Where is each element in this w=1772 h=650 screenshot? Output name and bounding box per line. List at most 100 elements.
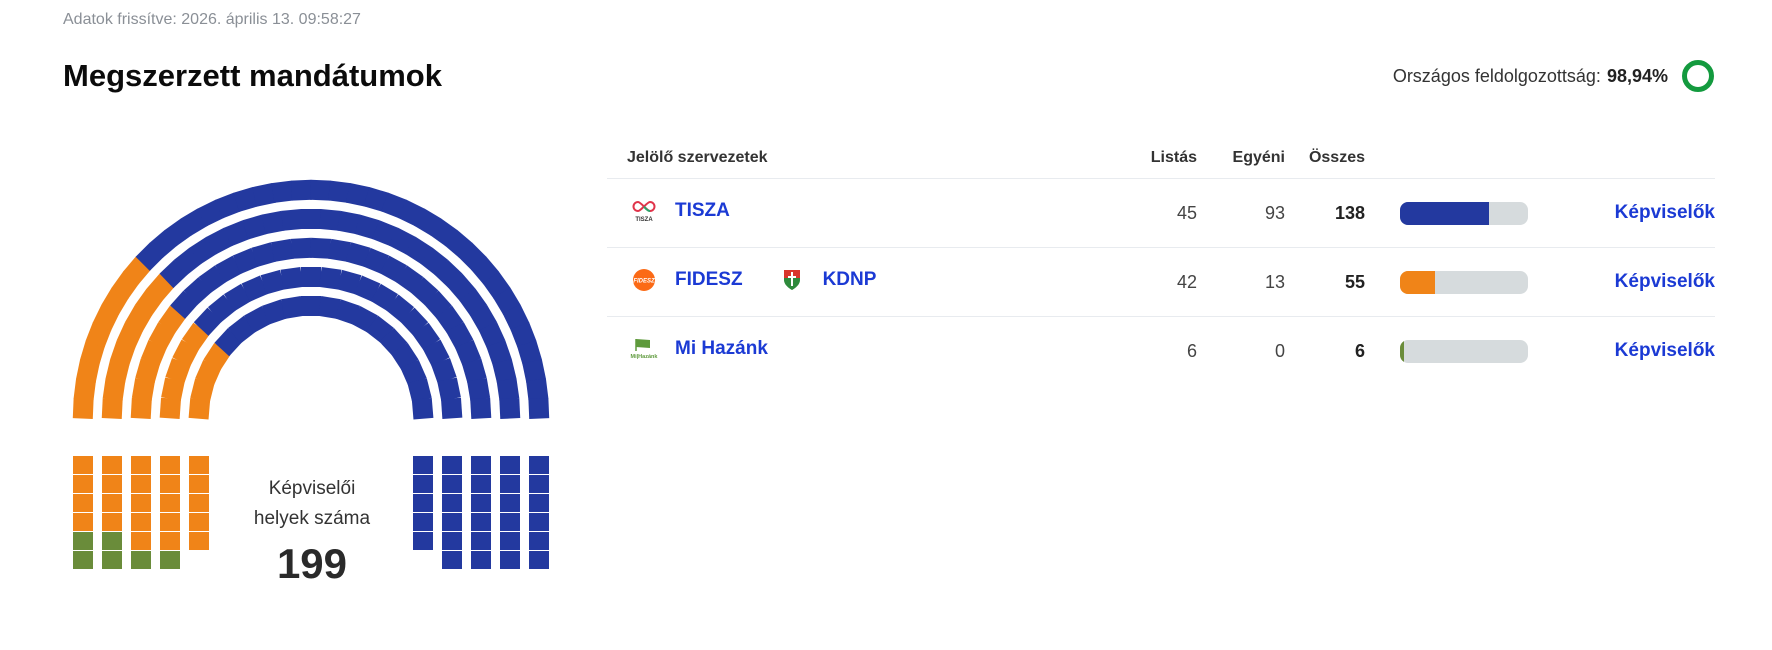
progress-ring-icon bbox=[1682, 60, 1714, 92]
seat bbox=[301, 209, 321, 229]
seat bbox=[500, 494, 520, 512]
seat bbox=[271, 180, 294, 203]
seat bbox=[159, 397, 181, 420]
seat bbox=[131, 475, 151, 493]
mi-hazank-logo-icon: Mi|Hazánk bbox=[627, 336, 661, 362]
col-org: Jelölő szervezetek bbox=[607, 138, 1097, 179]
share-bar-fill bbox=[1400, 201, 1489, 225]
seat bbox=[232, 247, 260, 275]
seat bbox=[442, 494, 462, 512]
col-bar bbox=[1365, 138, 1535, 179]
party-link[interactable]: FIDESZ FIDESZ bbox=[627, 267, 743, 293]
seat bbox=[291, 179, 312, 201]
seat bbox=[102, 551, 122, 569]
seat bbox=[224, 220, 251, 247]
seat bbox=[131, 513, 151, 531]
seat bbox=[131, 456, 151, 474]
party-link[interactable]: TISZA TISZA bbox=[627, 198, 730, 224]
seat bbox=[345, 242, 371, 268]
list-seats: 42 bbox=[1097, 247, 1197, 317]
seat bbox=[422, 339, 450, 367]
party-link[interactable]: Mi|Hazánk Mi Hazánk bbox=[627, 336, 768, 362]
seat bbox=[407, 378, 432, 403]
col-total: Összes bbox=[1285, 138, 1365, 179]
seat bbox=[441, 397, 463, 420]
total-seats: 199 bbox=[276, 540, 348, 587]
seat bbox=[336, 210, 361, 235]
seat bbox=[442, 513, 462, 531]
share-bar-fill bbox=[1400, 339, 1404, 363]
total-seats-cell: 55 bbox=[1285, 247, 1365, 317]
seat bbox=[102, 378, 126, 402]
svg-text:Mi|Hazánk: Mi|Hazánk bbox=[631, 354, 659, 360]
party-cell: TISZA TISZA bbox=[607, 178, 1097, 248]
col-link bbox=[1535, 138, 1715, 179]
seat bbox=[188, 397, 211, 420]
fidesz-logo-icon: FIDESZ bbox=[627, 267, 661, 293]
seat bbox=[80, 340, 105, 366]
seat bbox=[102, 494, 122, 512]
party-name: FIDESZ bbox=[675, 269, 743, 290]
party-link[interactable]: KDNP bbox=[775, 267, 876, 293]
seat bbox=[73, 494, 93, 512]
seat bbox=[362, 247, 390, 275]
seat bbox=[496, 378, 520, 402]
list-seats: 45 bbox=[1097, 178, 1197, 248]
seat bbox=[73, 532, 93, 550]
svg-text:FIDESZ: FIDESZ bbox=[633, 279, 655, 285]
seat bbox=[471, 494, 491, 512]
seat bbox=[310, 179, 331, 201]
seat bbox=[73, 551, 93, 569]
seat bbox=[471, 551, 491, 569]
seat bbox=[529, 456, 549, 474]
total-seats-cell: 138 bbox=[1285, 178, 1365, 248]
representatives-link[interactable]: Képviselők bbox=[1535, 178, 1715, 248]
seat bbox=[189, 513, 209, 531]
seat bbox=[85, 322, 112, 349]
seat bbox=[500, 475, 520, 493]
kdnp-logo-icon bbox=[775, 267, 809, 293]
seat bbox=[189, 494, 209, 512]
seat bbox=[160, 532, 180, 550]
seat bbox=[251, 242, 277, 268]
share-bar bbox=[1400, 270, 1528, 294]
seat bbox=[270, 238, 295, 262]
seat bbox=[233, 187, 259, 212]
seat bbox=[528, 398, 550, 419]
seat bbox=[529, 475, 549, 493]
seat bbox=[500, 513, 520, 531]
seat bbox=[471, 532, 491, 550]
seat bbox=[413, 513, 433, 531]
seat bbox=[189, 532, 209, 550]
seat bbox=[517, 340, 542, 366]
seat bbox=[73, 513, 93, 531]
seat bbox=[413, 475, 433, 493]
seat bbox=[413, 494, 433, 512]
seat bbox=[471, 513, 491, 531]
seat bbox=[499, 398, 521, 419]
seat bbox=[160, 551, 180, 569]
representatives-link[interactable]: Képviselők bbox=[1614, 340, 1715, 361]
seat bbox=[529, 513, 549, 531]
seat bbox=[102, 456, 122, 474]
last-updated: Adatok frissítve: 2026. április 13. 09:5… bbox=[63, 11, 361, 28]
seat bbox=[261, 210, 286, 235]
seat bbox=[363, 187, 389, 212]
table-row: TISZA TISZA 45 93 138 Képviselők bbox=[607, 178, 1715, 248]
svg-text:TISZA: TISZA bbox=[635, 217, 653, 223]
representatives-link[interactable]: Képviselők bbox=[1535, 247, 1715, 317]
seat bbox=[215, 255, 243, 283]
seat bbox=[160, 456, 180, 474]
seat bbox=[301, 267, 321, 287]
seat bbox=[160, 494, 180, 512]
seat bbox=[328, 180, 351, 203]
seat bbox=[260, 269, 286, 295]
seat bbox=[160, 475, 180, 493]
seat bbox=[281, 296, 305, 320]
seat bbox=[140, 339, 168, 367]
seat bbox=[252, 183, 277, 207]
seat bbox=[105, 359, 130, 384]
seat bbox=[317, 296, 341, 320]
seat bbox=[189, 475, 209, 493]
results-table: Jelölő szervezetek Listás Egyéni Összes … bbox=[607, 138, 1715, 385]
